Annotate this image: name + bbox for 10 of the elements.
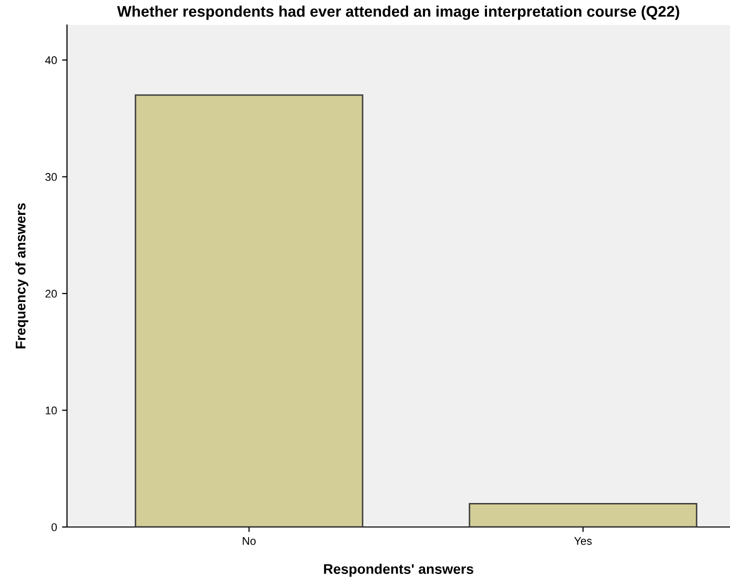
- y-tick-label: 40: [45, 56, 57, 64]
- y-tick-label: 30: [45, 173, 57, 181]
- y-tick-label: 20: [45, 290, 57, 298]
- x-tick-label: Yes: [574, 537, 592, 545]
- y-tick-label: 10: [46, 406, 57, 414]
- y-tick-label: 0: [52, 523, 57, 532]
- chart-title: Whether respondents had ever attended an image interpretation course (Q22): [117, 6, 680, 20]
- x-axis-title: Respondents' answers: [324, 564, 474, 577]
- y-axis-title: Frequency of answers: [15, 203, 28, 348]
- x-tick-label: No: [242, 537, 256, 545]
